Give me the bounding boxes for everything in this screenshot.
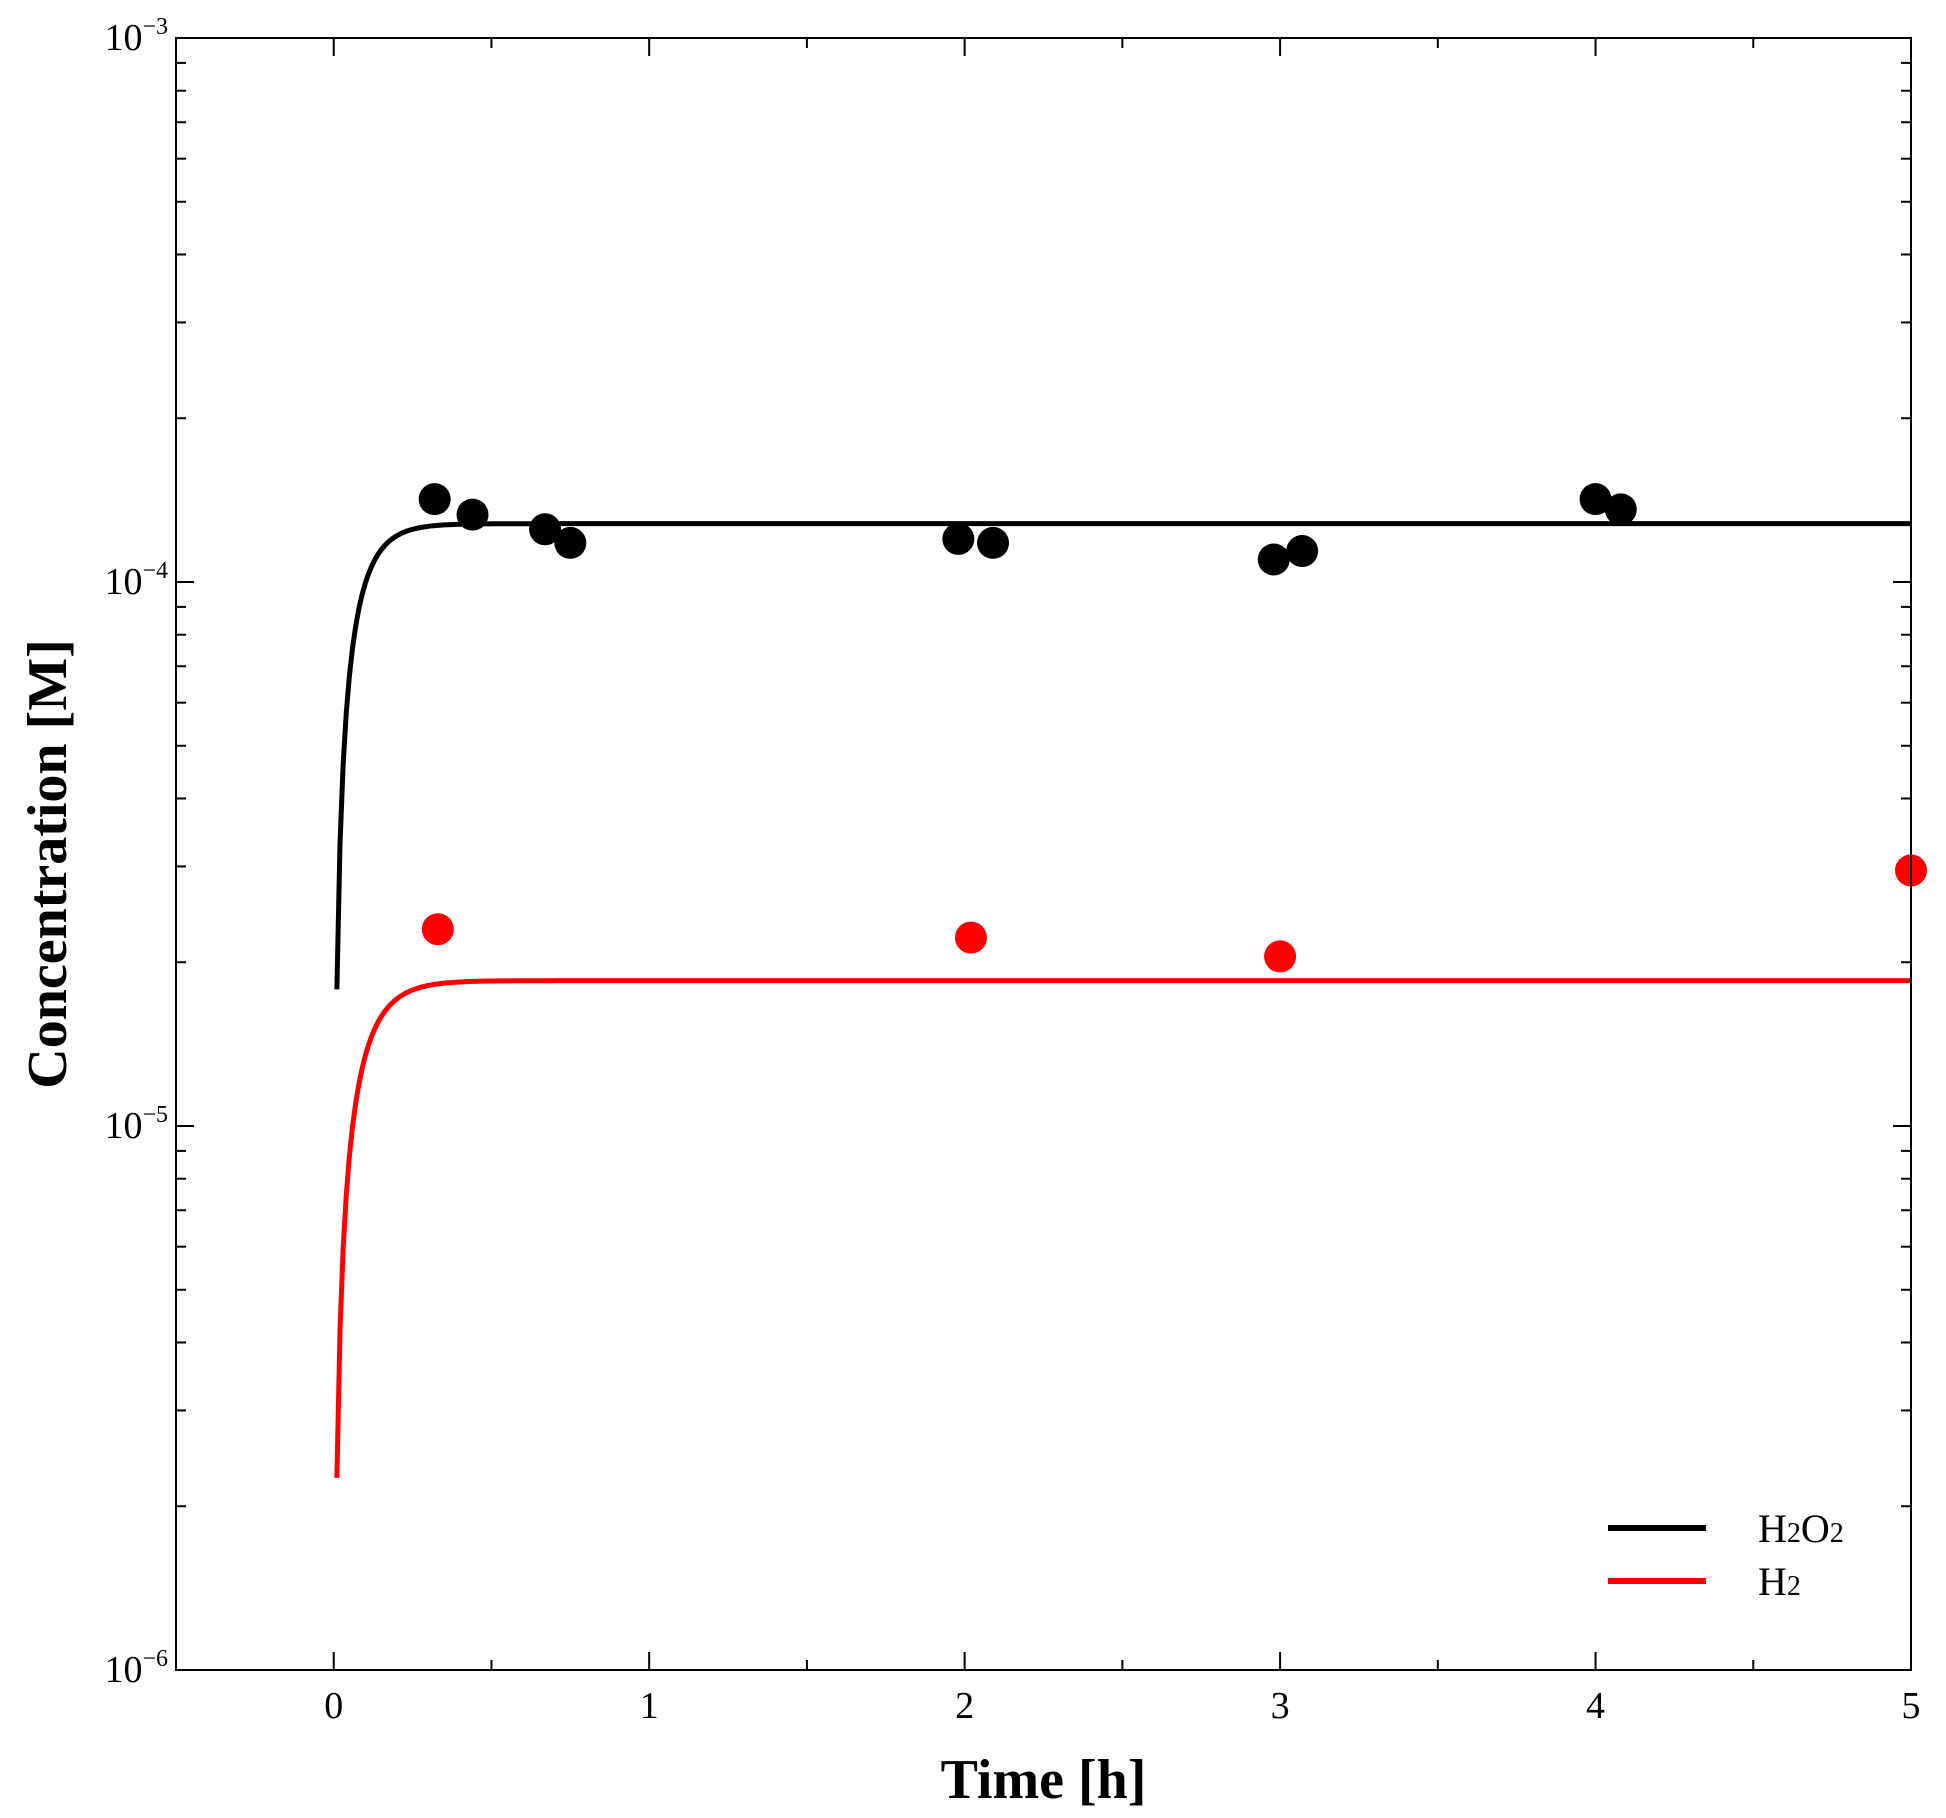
- data-point-h2o2: [418, 483, 451, 516]
- data-point-h2: [421, 913, 454, 946]
- data-point-h2o2: [529, 513, 562, 546]
- x-tick-label: 4: [1586, 1685, 1605, 1727]
- data-point-h2: [1264, 940, 1297, 973]
- y-tick-label: 10−6: [104, 1646, 168, 1691]
- x-axis-title: Time [h]: [941, 1749, 1147, 1811]
- data-point-h2o2: [1579, 483, 1612, 516]
- series-lines: [334, 521, 1911, 1478]
- legend-text-part: O: [1801, 1506, 1830, 1551]
- y-tick-label: 10−5: [104, 1102, 168, 1147]
- y-tick-label: 10−4: [104, 558, 168, 603]
- plot-frame: [175, 37, 1912, 1671]
- x-tick-label: 0: [324, 1685, 343, 1727]
- tick-labels: 0 1 2 3 4 510−610−510−410−3: [104, 14, 1920, 1727]
- series-line-h2: [334, 978, 1911, 1478]
- x-tick-label: 1: [640, 1685, 659, 1727]
- legend-label-h2o2: H2O2: [1758, 1506, 1844, 1551]
- data-point-h2: [954, 921, 987, 954]
- y-tick-exponent: −5: [142, 1102, 168, 1128]
- y-tick-exponent: −4: [142, 558, 168, 584]
- y-tick-base: 10: [104, 1105, 142, 1147]
- x-tick-label: 2: [955, 1685, 974, 1727]
- legend-subscript: 2: [1830, 1518, 1844, 1549]
- x-tick-label: 5: [1902, 1685, 1921, 1727]
- legend-text-part: H: [1758, 1559, 1787, 1604]
- y-tick-exponent: −3: [142, 14, 168, 40]
- x-tick-label: 3: [1271, 1685, 1290, 1727]
- data-point-h2o2: [977, 526, 1010, 559]
- data-point-h2o2: [1604, 493, 1637, 526]
- y-tick-base: 10: [104, 1649, 142, 1691]
- data-point-h2o2: [942, 522, 975, 555]
- series-points: [418, 483, 1927, 973]
- y-tick-label: 10−3: [104, 14, 168, 59]
- y-tick-exponent: −6: [142, 1646, 168, 1672]
- legend-subscript: 2: [1787, 1518, 1801, 1549]
- data-point-h2o2: [554, 526, 587, 559]
- legend-subscript: 2: [1787, 1571, 1801, 1602]
- series-line-h2o2: [334, 521, 1911, 990]
- data-point-h2o2: [1286, 535, 1319, 568]
- legend-label-h2: H2: [1758, 1559, 1801, 1604]
- y-tick-base: 10: [104, 17, 142, 59]
- legend-text-part: H: [1758, 1506, 1787, 1551]
- data-point-h2o2: [1257, 543, 1290, 576]
- y-axis-title: Concentration [M]: [17, 639, 79, 1088]
- y-tick-base: 10: [104, 561, 142, 603]
- data-point-h2o2: [456, 498, 489, 531]
